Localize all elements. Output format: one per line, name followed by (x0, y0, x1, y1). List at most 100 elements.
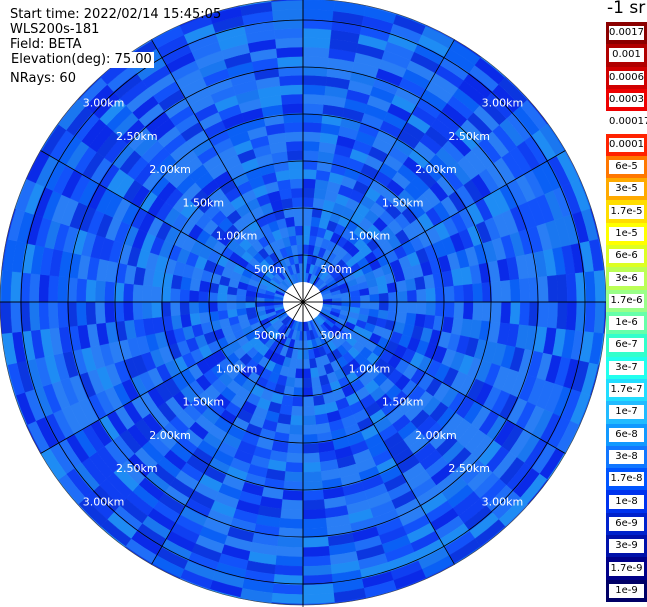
beta-cell (282, 489, 304, 501)
beta-cell (281, 93, 304, 105)
beta-cell (302, 103, 324, 115)
beta-cell (151, 285, 162, 303)
beta-cell (500, 280, 512, 303)
beta-cell (104, 281, 116, 303)
beta-cell (302, 131, 322, 143)
beta-cell (288, 424, 304, 436)
beta-cell (302, 74, 327, 87)
beta-cell (188, 289, 200, 303)
beta-cell (198, 290, 209, 303)
colorbar-label: 0.00017 (609, 115, 647, 130)
beta-cell (302, 56, 329, 68)
beta-cell (282, 103, 304, 115)
beta-cell (302, 121, 323, 133)
beta-cell (179, 301, 190, 316)
beta-cell (235, 294, 246, 303)
beta-cell (537, 301, 549, 328)
beta-cell (302, 178, 317, 189)
beta-cell (302, 489, 324, 501)
beta-cell (284, 216, 296, 228)
beta-cell (416, 301, 427, 316)
beta-cell (302, 197, 315, 208)
beta-cell (10, 271, 22, 303)
azimuth-spoke (302, 150, 566, 303)
beta-cell (302, 349, 310, 360)
beta-cell (169, 287, 181, 303)
beta-cell (289, 178, 304, 189)
beta-cell (369, 301, 380, 311)
colorbar-cell: 1e-6 (606, 312, 647, 335)
azimuth-spoke (40, 301, 304, 454)
colorbar-cell: 6e-5 (606, 155, 647, 179)
azimuth-spoke (151, 301, 304, 565)
beta-cell (272, 9, 304, 21)
range-ring-label: 500m (254, 329, 286, 342)
colorbar-cell: 0.0001 (606, 133, 647, 157)
beta-cell (302, 234, 311, 245)
beta-cell (216, 301, 228, 312)
colorbar-label: 1e-6 (609, 316, 644, 331)
start-time-text: Start time: 2022/02/14 15:45:05 (10, 7, 222, 22)
beta-cell (286, 150, 304, 161)
beta-cell (283, 471, 304, 483)
beta-cell (310, 376, 322, 388)
beta-cell (10, 301, 22, 333)
colorbar-cell: 6e-9 (606, 512, 647, 536)
range-azimuth-grid (0, 0, 606, 607)
colorbar-label: 3e-8 (609, 449, 644, 464)
beta-cell (462, 283, 474, 303)
beta-cell (453, 301, 465, 320)
beta-cell (302, 592, 335, 605)
beta-cell (490, 281, 502, 303)
beta-cell (75, 278, 88, 303)
beta-cell (94, 301, 106, 324)
beta-cell (302, 368, 312, 379)
beta-cell (302, 377, 313, 389)
beta-cell (302, 517, 327, 530)
beta-cell (302, 140, 321, 152)
colorbar-cell: 1.7e-9 (606, 557, 647, 581)
beta-cell (281, 499, 304, 511)
colorbar-label: 1.7e-7 (609, 383, 644, 398)
colorbar-label: 6e-6 (609, 249, 644, 264)
beta-cell (302, 93, 325, 105)
beta-cell (425, 287, 437, 303)
beta-cell (274, 27, 304, 40)
beta-cell (85, 301, 97, 325)
beta-cell (302, 215, 313, 227)
azimuth-spoke (151, 39, 304, 303)
beta-cell (280, 508, 304, 520)
beta-cell (302, 405, 316, 417)
beta-cell (94, 280, 106, 303)
beta-cell (547, 301, 559, 329)
beta-cell (235, 301, 246, 310)
beta-cell (198, 301, 209, 314)
beta-cell (226, 293, 237, 303)
beta-cell (302, 546, 330, 558)
range-ring-label: 1.50km (183, 196, 225, 209)
colorbar-cell: 1.7e-8 (606, 468, 647, 491)
beta-cell (565, 301, 578, 331)
range-ring-label: 1.50km (382, 196, 424, 209)
colorbar-label: 0.0003 (609, 93, 644, 108)
range-ring-label: 2.00km (415, 163, 457, 176)
beta-cell (302, 168, 318, 180)
beta-cell (378, 301, 390, 312)
beta-cell (285, 452, 304, 464)
colorbar-label: 1.7e-9 (609, 561, 644, 576)
azimuth-spoke (302, 301, 566, 454)
beta-cell (57, 301, 69, 328)
range-ring-label: 3.00km (482, 495, 524, 508)
beta-cell (274, 564, 304, 577)
beta-cell (245, 301, 256, 309)
colorbar-cell: 1e-7 (606, 401, 647, 425)
range-ring-labels: 500m 500m 500m 500m 1.00km 1.00km 1.00km 1.00km… (83, 97, 523, 509)
range-ring-label: 500m (254, 263, 286, 276)
beta-cell (584, 301, 596, 333)
beta-cell (28, 273, 41, 303)
beta-cell (312, 394, 325, 407)
beta-cell (302, 46, 330, 58)
range-ring-label: 2.50km (116, 462, 158, 475)
beta-cell (509, 301, 521, 325)
colorbar-label: 0.0017 (609, 26, 644, 41)
